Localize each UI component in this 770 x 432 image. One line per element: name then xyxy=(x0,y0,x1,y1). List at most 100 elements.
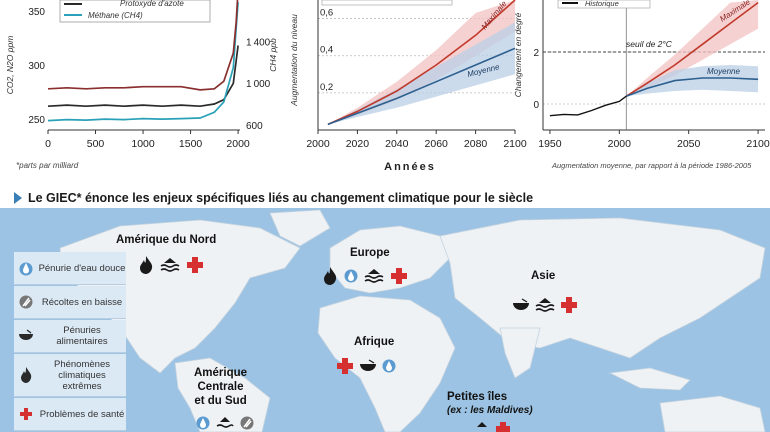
series-line-high xyxy=(327,0,516,126)
region-europe: Europe xyxy=(350,247,390,259)
flood-icon xyxy=(216,417,234,428)
series-line-mid xyxy=(626,77,759,97)
continent-india xyxy=(499,327,541,379)
y-tick-label-right: 1 000 xyxy=(246,79,271,90)
icons-africa xyxy=(336,357,396,375)
legend-label-historical: Historique xyxy=(585,0,619,8)
flame-icon xyxy=(140,256,153,274)
region-south-america: Amérique Centrale et du Sud xyxy=(194,367,248,407)
x-tick-label: 2100 xyxy=(746,138,770,150)
health-cross-icon xyxy=(337,358,353,374)
flame-icon xyxy=(21,367,32,383)
water-drop-icon xyxy=(19,262,33,276)
y-axis-label: Changement en degré xyxy=(513,12,523,97)
legend-label-n2o: Protoxyde d'azote xyxy=(120,0,184,8)
bowl-icon xyxy=(19,329,33,340)
uncertainty-band-mid xyxy=(626,65,759,97)
x-tick-label: 2050 xyxy=(677,138,701,150)
map-legend-item: Récoltes en baisse xyxy=(14,286,126,319)
section-title-text: Le GIEC* énonce les enjeux spécifiques l… xyxy=(28,191,534,205)
uncertainty-band-high xyxy=(327,0,515,125)
flood-icon xyxy=(535,298,555,312)
section-title: Le GIEC* énonce les enjeux spécifiques l… xyxy=(14,191,533,205)
footnote-baseline: Augmentation moyenne, par rapport à la p… xyxy=(551,161,752,170)
y-tick-label-right: 1 400 xyxy=(246,38,271,49)
chart-sea-level: 0,2 0,4 0,6 2000 2020 2040 2060 2080 2100 Années A… xyxy=(289,0,527,173)
bowl-icon xyxy=(513,298,529,310)
flood-icon xyxy=(160,258,180,272)
series-line-co2 xyxy=(47,0,239,91)
y-tick-label-left: 350 xyxy=(28,7,45,18)
health-cross-icon xyxy=(187,257,203,273)
water-drop-icon xyxy=(382,359,396,373)
map-legend-item: Pénurie d'eau douce xyxy=(14,252,126,285)
x-tick-label: 0 xyxy=(45,138,51,150)
x-tick-label: 2040 xyxy=(385,138,409,150)
continent-south-america xyxy=(174,357,271,432)
y-tick-label-right: 600 xyxy=(246,121,263,132)
series-line-mid xyxy=(327,47,516,126)
x-tick-label: 2000 xyxy=(226,138,250,150)
icons-asia xyxy=(512,296,578,314)
region-north-america: Amérique du Nord xyxy=(116,234,217,246)
icons-small-islands xyxy=(474,421,511,432)
x-tick-label: 500 xyxy=(87,138,105,150)
legend-box xyxy=(557,0,651,9)
x-tick-label: 2080 xyxy=(464,138,488,150)
icons-north-america xyxy=(138,255,204,275)
series-line-high xyxy=(625,1,759,97)
water-drop-icon xyxy=(196,416,210,430)
x-tick-label: 2000 xyxy=(306,138,330,150)
legend-box-top xyxy=(321,0,453,6)
section-arrow-icon xyxy=(14,192,22,204)
flood-icon xyxy=(364,269,384,283)
threshold-label: seuil de 2°C xyxy=(626,39,673,49)
chart-greenhouse-gases: 0 500 1000 1500 2000 250 300 350 600 1 000 1 400 CO… xyxy=(5,0,278,170)
y-axis-label-left: CO2, N2O ppm xyxy=(5,36,15,95)
water-drop-icon xyxy=(344,269,358,283)
continent-indonesia xyxy=(608,367,691,391)
legend-label-ch4: Méthane (CH4) xyxy=(88,11,143,20)
x-tick-label: 2100 xyxy=(503,138,527,150)
crop-icon xyxy=(19,295,33,309)
series-label-mid: Moyenne xyxy=(707,67,740,76)
uncertainty-band-high xyxy=(626,0,759,97)
health-cross-icon xyxy=(561,297,577,313)
flame-icon xyxy=(324,267,337,285)
series-line-m-thane-ch4- xyxy=(47,2,239,122)
flood-icon xyxy=(477,422,487,427)
region-africa: Afrique xyxy=(354,336,395,348)
y-axis-label: Augmentation du niveau xyxy=(289,14,299,107)
continent-greenland xyxy=(269,209,331,247)
continent-europe xyxy=(329,225,451,294)
x-tick-label: 2060 xyxy=(425,138,449,150)
crop-icon xyxy=(240,416,254,430)
continent-australia xyxy=(659,395,766,432)
map-legend-item: Problèmes de santé xyxy=(14,398,126,431)
bowl-icon xyxy=(360,359,376,371)
y-tick-label: 0,4 xyxy=(320,45,333,56)
y-tick-label-left: 250 xyxy=(28,115,45,126)
health-cross-icon xyxy=(20,408,32,420)
region-small-islands: Petites îles (ex : les Maldives) xyxy=(447,391,533,416)
x-tick-label: 2000 xyxy=(608,138,632,150)
icons-south-america xyxy=(196,416,254,430)
x-tick-label: 2020 xyxy=(346,138,370,150)
y-tick-label: 2 xyxy=(533,48,539,59)
health-cross-icon xyxy=(391,268,407,284)
icons-europe xyxy=(322,266,408,286)
y-tick-label: 0,6 xyxy=(320,8,333,19)
y-tick-label-left: 300 xyxy=(28,61,45,72)
footnote-ppb: *parts par milliard xyxy=(16,161,79,170)
series-line-historical xyxy=(549,95,627,117)
chart-temperature: 0 2 1950 2000 2050 2100 Changement en degré seu… xyxy=(513,0,770,170)
series-line-protoxyde-d-azote xyxy=(47,45,239,108)
y-tick-label: 0,2 xyxy=(320,82,333,93)
y-axis-label-right: CH4 ppb xyxy=(268,38,278,72)
health-cross-icon xyxy=(496,422,510,432)
x-tick-label: 1950 xyxy=(538,138,562,150)
x-tick-label: 1500 xyxy=(179,138,203,150)
map-legend-item: Pénuries alimentaires xyxy=(14,320,126,353)
x-axis-label: Années xyxy=(384,161,436,173)
x-tick-label: 1000 xyxy=(131,138,155,150)
